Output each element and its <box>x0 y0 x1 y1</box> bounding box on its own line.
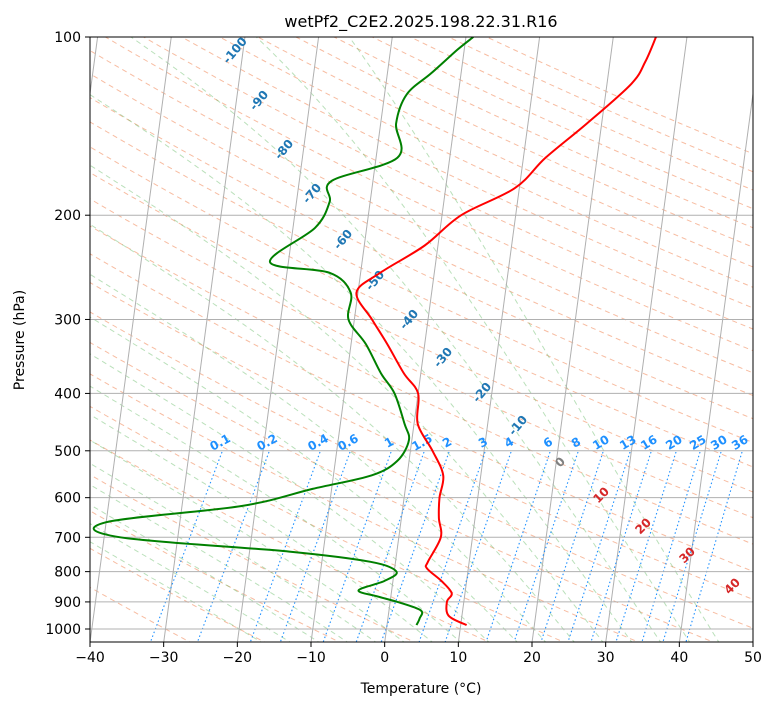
x-tick-label: −10 <box>296 650 326 666</box>
x-tick-label: 40 <box>670 650 688 666</box>
y-tick-label: 200 <box>54 208 81 224</box>
x-tick-label: 10 <box>449 650 467 666</box>
x-tick-label: −40 <box>75 650 105 666</box>
y-tick-label: 1000 <box>45 622 81 638</box>
chart-title: wetPf2_C2E2.2025.198.22.31.R16 <box>284 12 557 32</box>
y-tick-label: 600 <box>54 491 81 507</box>
x-tick-label: 50 <box>744 650 762 666</box>
x-axis-label: Temperature (°C) <box>360 681 482 697</box>
y-tick-label: 500 <box>54 444 81 460</box>
y-tick-label: 700 <box>54 530 81 546</box>
y-tick-label: 100 <box>54 30 81 46</box>
y-tick-label: 900 <box>54 595 81 611</box>
x-tick-label: 0 <box>380 650 389 666</box>
x-tick-label: 20 <box>523 650 541 666</box>
y-tick-label: 400 <box>54 386 81 402</box>
y-axis-label: Pressure (hPa) <box>12 290 28 390</box>
y-tick-label: 300 <box>54 312 81 328</box>
x-tick-label: −30 <box>149 650 179 666</box>
x-tick-label: 30 <box>597 650 615 666</box>
x-tick-label: −20 <box>223 650 253 666</box>
y-tick-label: 800 <box>54 565 81 581</box>
